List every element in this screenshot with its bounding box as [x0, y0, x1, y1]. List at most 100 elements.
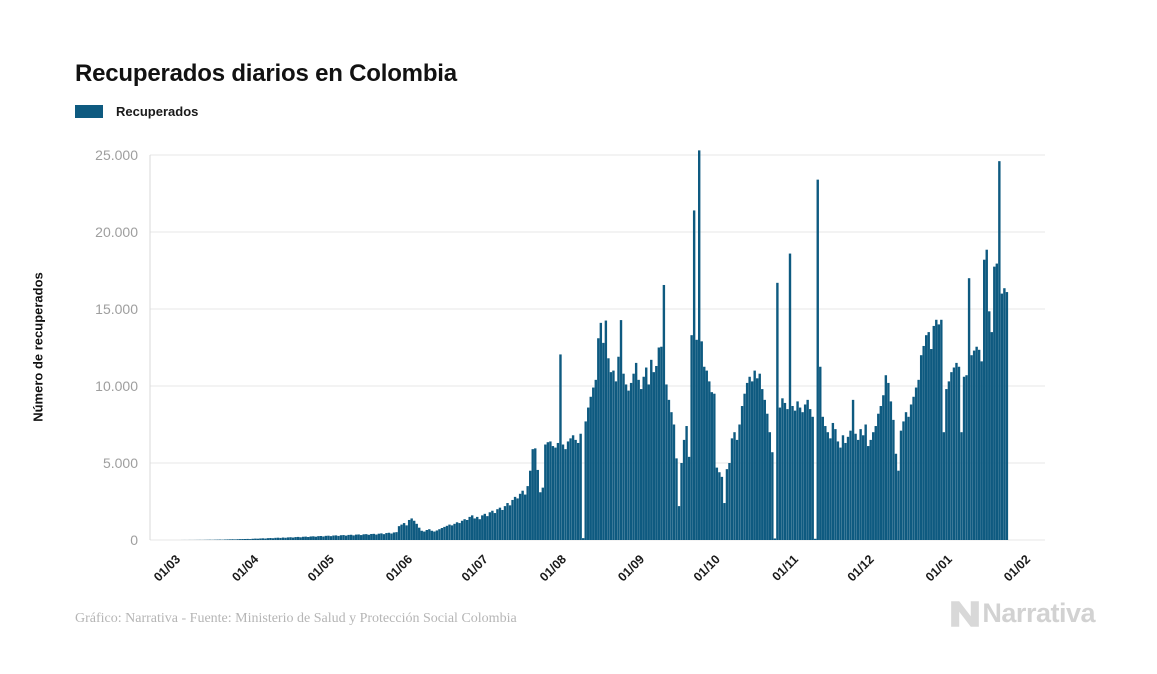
- bar: [919, 355, 923, 540]
- bar: [745, 382, 749, 540]
- bar: [418, 527, 421, 540]
- bar: [816, 179, 819, 540]
- bar: [740, 406, 744, 540]
- bar: [650, 359, 653, 540]
- bar: [498, 507, 502, 540]
- svg-text:01/11: 01/11: [770, 552, 802, 584]
- bar: [539, 492, 542, 540]
- bar: [443, 526, 446, 540]
- bar: [763, 399, 766, 540]
- bar: [531, 449, 534, 540]
- bar: [254, 538, 257, 540]
- bar: [589, 396, 592, 540]
- bar: [839, 447, 842, 540]
- bar: [718, 472, 721, 540]
- bar: [902, 421, 905, 540]
- bar: [904, 412, 908, 540]
- bar: [708, 381, 711, 540]
- bar: [647, 384, 650, 540]
- bar: [342, 535, 345, 540]
- bar: [246, 538, 249, 540]
- bar: [856, 439, 860, 540]
- bar: [607, 358, 610, 540]
- bar: [723, 503, 726, 540]
- bar: [574, 439, 577, 540]
- bar: [483, 513, 487, 540]
- bar: [428, 529, 431, 540]
- narrativa-logo-text: Narrativa: [982, 598, 1095, 628]
- bar: [998, 161, 1001, 540]
- bar: [405, 525, 408, 540]
- bar: [798, 407, 802, 540]
- page-title: Recuperados diarios en Colombia: [75, 60, 457, 88]
- bar: [579, 433, 582, 540]
- svg-text:01/04: 01/04: [229, 552, 261, 584]
- bar: [294, 537, 297, 540]
- bar: [304, 536, 307, 540]
- bar: [960, 432, 963, 540]
- bar: [597, 338, 600, 540]
- legend-item-recuperados[interactable]: Recuperados: [75, 104, 198, 119]
- bar: [811, 416, 814, 540]
- bar: [604, 320, 608, 540]
- bar: [791, 406, 794, 540]
- bar: [274, 537, 277, 540]
- bar: [834, 429, 837, 540]
- bar: [927, 332, 930, 540]
- bar: [402, 523, 406, 540]
- bar: [634, 362, 638, 540]
- bar: [687, 456, 691, 540]
- svg-text:01/07: 01/07: [459, 552, 491, 584]
- bar: [365, 534, 368, 540]
- bar: [685, 426, 688, 540]
- bar: [892, 419, 895, 540]
- bar: [907, 416, 910, 540]
- bar: [897, 470, 900, 540]
- bar: [657, 347, 661, 540]
- bar: [501, 509, 504, 540]
- bar: [864, 424, 867, 540]
- bar: [559, 354, 562, 540]
- bar: [493, 513, 497, 540]
- bar: [269, 538, 272, 540]
- bar: [231, 539, 234, 540]
- bar: [261, 538, 265, 540]
- svg-text:01/03: 01/03: [151, 552, 183, 584]
- bar: [909, 404, 913, 540]
- bar: [967, 278, 971, 540]
- bar: [637, 379, 640, 540]
- bar: [808, 409, 812, 540]
- bar: [899, 430, 903, 540]
- bar: [276, 537, 280, 540]
- bar: [869, 439, 872, 540]
- bar: [506, 503, 509, 540]
- bar: [940, 319, 943, 540]
- bar: [397, 526, 401, 540]
- bar: [286, 537, 290, 540]
- bar: [410, 518, 413, 540]
- bar: [380, 533, 383, 540]
- bar: [518, 493, 522, 540]
- svg-text:20.000: 20.000: [95, 224, 138, 240]
- bar: [980, 361, 983, 540]
- bar: [758, 373, 761, 540]
- bar: [877, 413, 880, 540]
- bar: [609, 372, 613, 540]
- bar: [912, 396, 915, 540]
- bar: [281, 537, 285, 540]
- bar: [614, 381, 618, 540]
- legend-swatch: [75, 105, 103, 118]
- bar: [372, 533, 376, 540]
- bar: [743, 393, 746, 540]
- bar: [458, 523, 461, 540]
- bar: [670, 412, 673, 540]
- bar: [627, 390, 630, 540]
- bar: [349, 534, 353, 540]
- bar: [975, 346, 978, 540]
- bar: [241, 539, 244, 540]
- bar: [576, 442, 580, 540]
- bar: [945, 389, 948, 540]
- bar: [947, 381, 951, 540]
- bar: [400, 524, 403, 540]
